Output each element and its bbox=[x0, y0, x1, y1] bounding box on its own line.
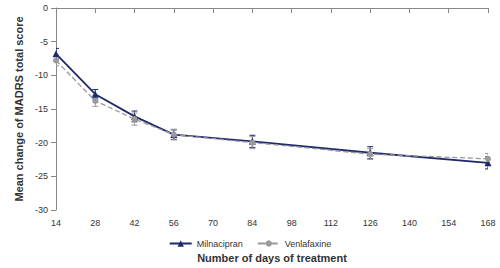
svg-text:112: 112 bbox=[324, 218, 338, 228]
svg-text:Mean change of MADRS total sco: Mean change of MADRS total score bbox=[13, 16, 25, 201]
svg-text:-25: -25 bbox=[35, 171, 48, 181]
svg-text:Number of days of treatment: Number of days of treatment bbox=[197, 252, 347, 264]
svg-text:-5: -5 bbox=[40, 37, 48, 47]
svg-text:168: 168 bbox=[480, 218, 495, 228]
svg-text:-10: -10 bbox=[35, 70, 48, 80]
svg-text:42: 42 bbox=[130, 218, 140, 228]
svg-text:126: 126 bbox=[363, 218, 378, 228]
svg-text:0: 0 bbox=[43, 3, 48, 13]
svg-text:Milnacipran: Milnacipran bbox=[197, 239, 243, 249]
svg-text:-20: -20 bbox=[35, 138, 48, 148]
svg-text:84: 84 bbox=[247, 218, 257, 228]
svg-text:70: 70 bbox=[208, 218, 218, 228]
svg-text:Venlafaxine: Venlafaxine bbox=[285, 239, 332, 249]
svg-text:-30: -30 bbox=[35, 205, 48, 215]
svg-text:140: 140 bbox=[402, 218, 417, 228]
svg-text:28: 28 bbox=[90, 218, 100, 228]
svg-text:56: 56 bbox=[169, 218, 179, 228]
svg-text:14: 14 bbox=[51, 218, 61, 228]
svg-text:98: 98 bbox=[287, 218, 297, 228]
svg-text:154: 154 bbox=[441, 218, 456, 228]
svg-text:-15: -15 bbox=[35, 104, 48, 114]
